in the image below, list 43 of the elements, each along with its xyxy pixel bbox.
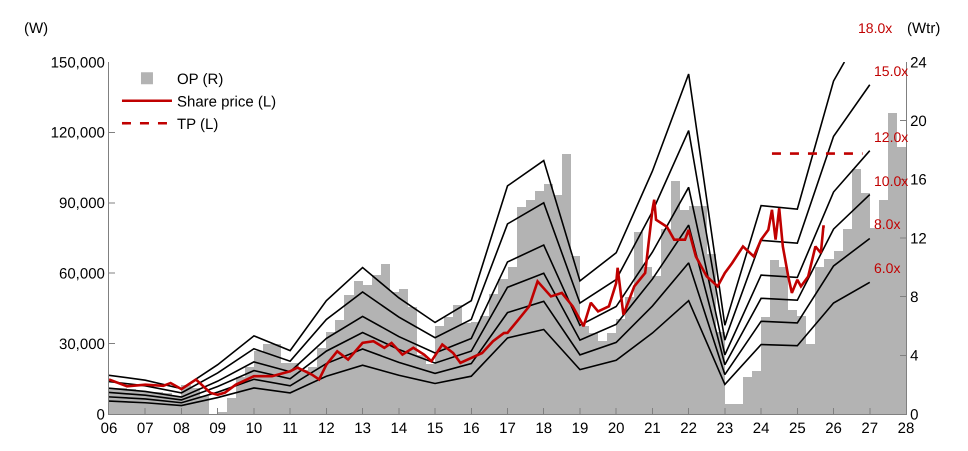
legend-label: Share price (L)	[176, 94, 276, 111]
x-tick-label: 22	[680, 420, 697, 438]
y2-tick-label: 24	[910, 54, 927, 72]
x-tick-label: 26	[825, 420, 842, 438]
x-tick-label: 10	[246, 420, 262, 438]
y-tick-label: 120,000	[50, 124, 105, 142]
x-tick-label: 19	[572, 420, 588, 438]
annotation: 12.0x	[874, 129, 908, 145]
text: 18.0x	[858, 20, 892, 36]
y2-tick-label: 12	[910, 230, 927, 248]
y2-tick-label: 16	[910, 172, 927, 189]
annotation: 6.0x	[874, 260, 900, 276]
x-tick-label: 16	[462, 420, 480, 438]
y-tick-label: 90,000	[59, 195, 105, 212]
y-tick-label: 30,000	[59, 336, 105, 353]
y2-tick-label: 4	[910, 348, 918, 365]
y-axis-title: (W)	[24, 20, 48, 37]
legend-label: OP (R)	[176, 71, 224, 88]
x-tick-label: 21	[644, 420, 661, 438]
x-tick-label: 12	[318, 420, 335, 438]
legend-label: TP (L)	[176, 116, 218, 134]
annotation: 10.0x	[874, 173, 908, 189]
x-tick-label: 27	[861, 420, 878, 438]
x-tick-label: 24	[752, 420, 770, 438]
y2-tick-label: 8	[910, 288, 918, 306]
y2-axis-title: (Wtr)	[907, 20, 940, 37]
x-tick-label: 18	[535, 420, 552, 438]
annotation: 8.0x	[874, 216, 900, 232]
x-tick-label: 07	[136, 420, 154, 438]
x-tick-label: 09	[209, 420, 226, 438]
x-tick-label: 20	[608, 420, 625, 438]
annotation: 15.0x	[874, 63, 908, 79]
x-tick-label: 17	[499, 420, 516, 438]
x-tick-label: 08	[173, 420, 190, 438]
y-tick-label: 150,000	[50, 54, 105, 72]
y2-tick-label: 20	[910, 112, 927, 130]
x-tick-label: 15	[426, 420, 444, 438]
x-tick-label: 11	[282, 420, 298, 438]
x-tick-label: 25	[788, 420, 806, 438]
y-tick-label: 60,000	[59, 265, 105, 282]
x-tick-label: 13	[354, 420, 371, 438]
x-tick-label: 23	[716, 420, 734, 438]
x-tick-label: 14	[390, 420, 408, 438]
